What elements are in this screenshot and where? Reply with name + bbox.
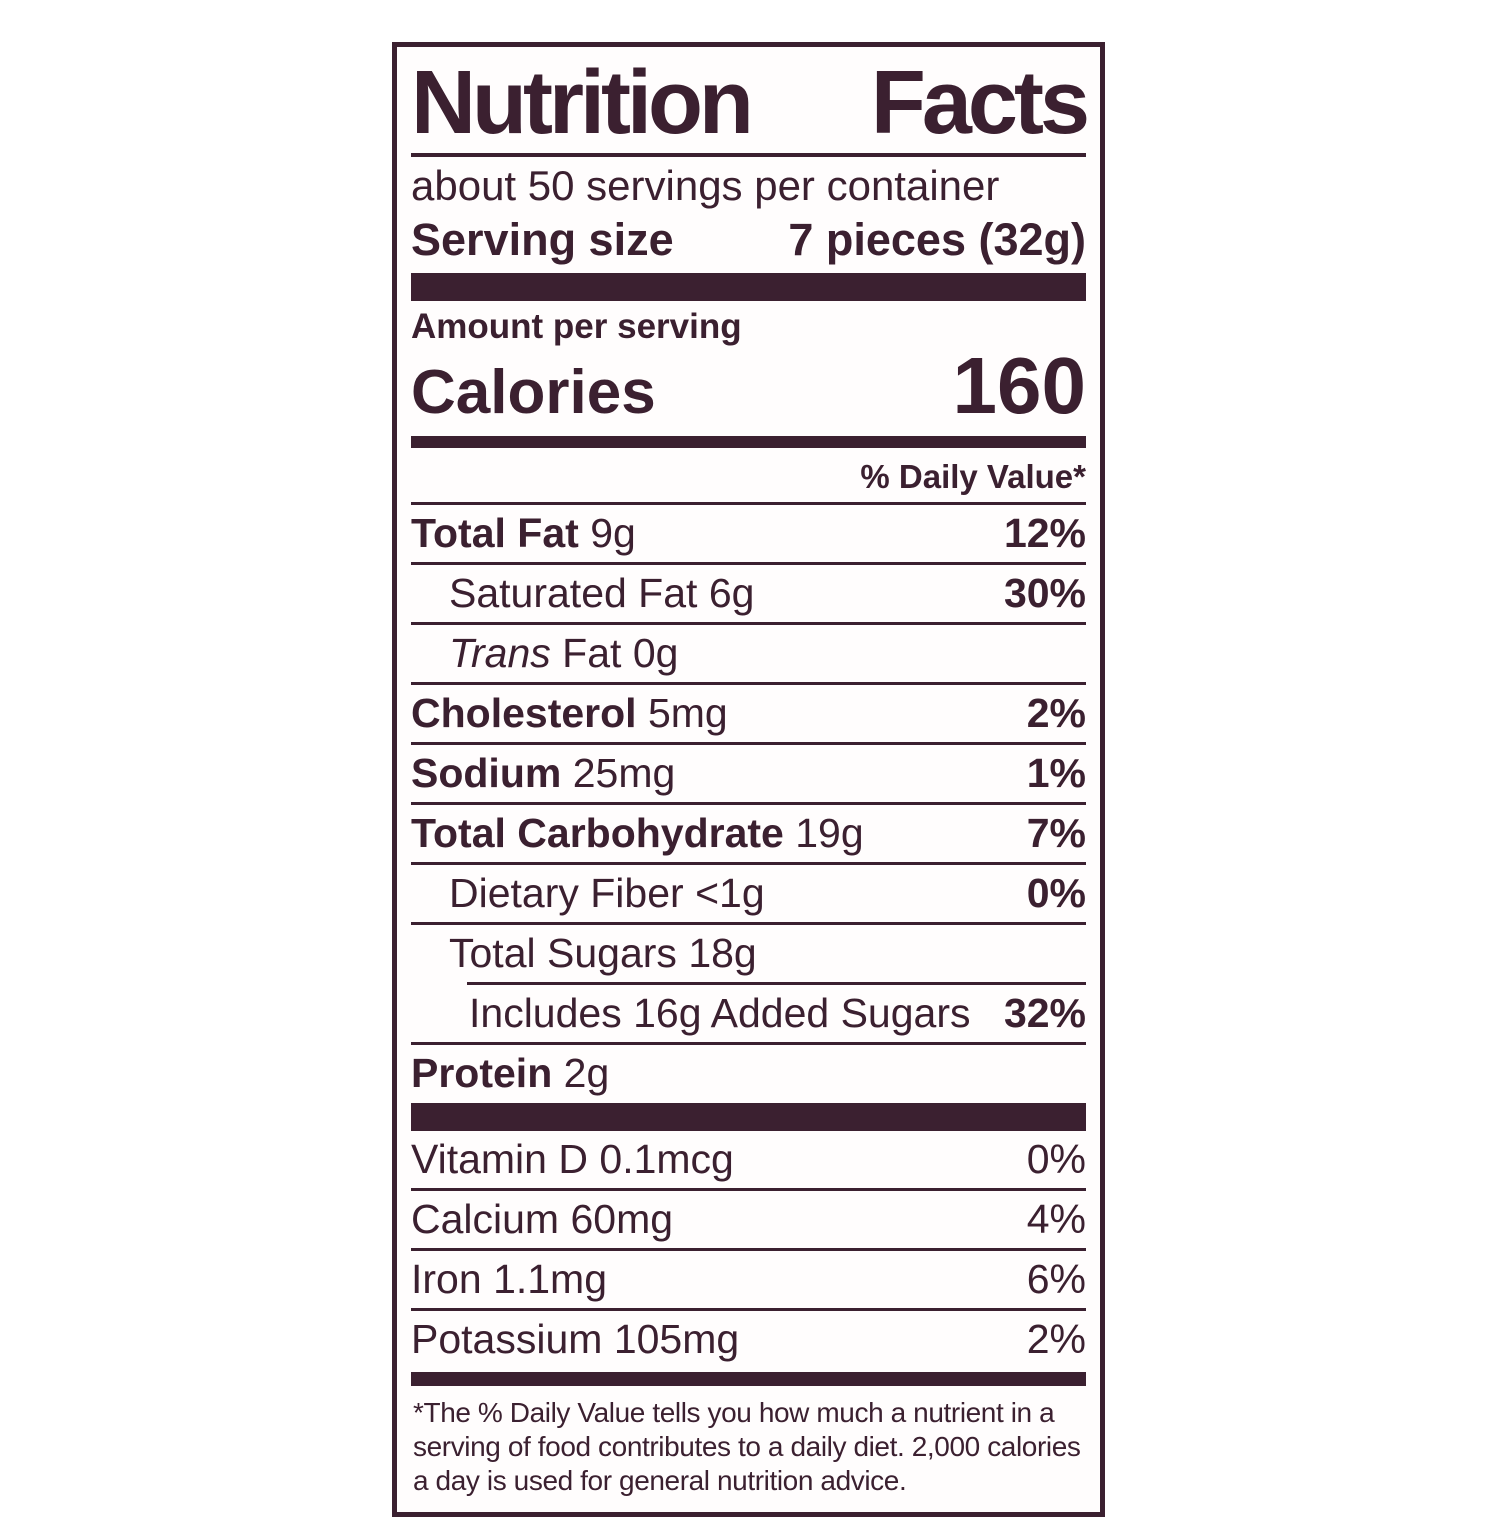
nutrient-name: Dietary Fiber [449, 870, 684, 917]
nutrient-dv: 2% [1026, 689, 1086, 736]
nutrient-name: Fat [562, 629, 622, 676]
daily-value-header: % Daily Value* [860, 457, 1086, 495]
divider-indented [467, 982, 1086, 986]
nutrient-dv: 30% [1003, 569, 1086, 616]
nutrient-name: Calcium [411, 1195, 560, 1242]
nutrition-facts-label: Nutrition Facts about 50 servings per co… [392, 42, 1105, 1517]
nutrient-name: Total Sugars [449, 930, 677, 977]
nutrient-name: Potassium [411, 1315, 603, 1362]
divider [411, 621, 1086, 625]
divider [411, 802, 1086, 806]
nutrient-name-italic: Trans [449, 629, 551, 676]
nutrient-row-total-carbohydrate: Total Carbohydrate 19g 7% [411, 805, 1086, 862]
calories-separator [411, 435, 1086, 448]
daily-value-footnote: *The % Daily Value tells you how much a … [413, 1396, 1081, 1497]
nutrient-row-dietary-fiber: Dietary Fiber <1g 0% [411, 865, 1086, 922]
serving-size-row: Serving size 7 pieces (32g) [411, 211, 1086, 273]
nutrient-dv: 32% [1003, 990, 1086, 1037]
nutrient-amount: 0.1mcg [599, 1135, 734, 1182]
footer-separator [411, 1371, 1086, 1386]
nutrient-dv: 0% [1026, 870, 1086, 917]
nutrient-amount: 60mg [570, 1195, 674, 1242]
nutrient-amount: 25mg [572, 750, 676, 796]
nutrient-amount: 6g [708, 569, 755, 616]
servings-per-container: about 50 servings per container [411, 162, 1000, 210]
nutrient-name: Total Carbohydrate [411, 810, 784, 857]
divider [411, 1187, 1086, 1191]
divider [411, 1247, 1086, 1251]
nutrient-name: Sodium [411, 750, 562, 796]
nutrient-name: Saturated Fat [449, 569, 698, 616]
nutrient-name: Iron [411, 1255, 482, 1302]
nutrient-row-trans-fat: Trans Fat 0g [411, 625, 1086, 682]
micronutrient-row-calcium: Calcium 60mg 4% [411, 1191, 1086, 1248]
amount-per-serving-label: Amount per serving [411, 306, 742, 346]
divider [411, 1042, 1086, 1046]
nutrient-dv: 12% [1003, 509, 1086, 556]
nutrient-row-cholesterol: Cholesterol 5mg 2% [411, 685, 1086, 742]
calories-label: Calories [411, 357, 656, 427]
nutrient-row-total-fat: Total Fat 9g 12% [411, 505, 1086, 562]
nutrient-dv: 2% [1026, 1315, 1086, 1362]
micronutrient-row-vitamin-d: Vitamin D 0.1mcg 0% [411, 1131, 1086, 1188]
nutrient-name: Protein [411, 1050, 553, 1097]
nutrient-dv: 0% [1026, 1135, 1086, 1182]
divider [411, 742, 1086, 745]
nutrient-amount: 105mg [613, 1315, 740, 1362]
nutrient-name: Total Fat [411, 509, 579, 556]
nutrient-name: Cholesterol [411, 689, 637, 736]
divider [411, 1307, 1086, 1311]
divider [411, 922, 1086, 926]
calories-row: Calories 160 [411, 340, 1086, 434]
nutrient-dv: 4% [1026, 1195, 1086, 1242]
nutrient-dv: 6% [1026, 1255, 1086, 1302]
nutrient-dv: 1% [1026, 750, 1086, 796]
nutrient-name: Includes 16g Added Sugars [469, 990, 971, 1037]
serving-size-label: Serving size [411, 214, 674, 266]
divider [411, 681, 1086, 685]
serving-size-value: 7 pieces (32g) [788, 214, 1086, 266]
nutrient-row-protein: Protein 2g [411, 1045, 1086, 1102]
nutrient-amount: 0g [632, 629, 679, 676]
thick-separator-bottom [411, 1102, 1086, 1131]
nutrient-amount: 18g [688, 930, 757, 977]
nutrient-amount: 5mg [647, 689, 728, 736]
nutrient-row-total-sugars: Total Sugars 18g [411, 925, 1086, 982]
nutrient-row-sodium: Sodium 25mg 1% [411, 745, 1086, 802]
divider [411, 561, 1086, 565]
nutrient-name: Vitamin D [411, 1135, 588, 1182]
nutrient-row-added-sugars: Includes 16g Added Sugars 32% [411, 985, 1086, 1042]
nutrient-amount: 1.1mg [493, 1255, 608, 1302]
nutrient-amount: 2g [563, 1050, 610, 1097]
divider [411, 862, 1086, 866]
micronutrient-row-potassium: Potassium 105mg 2% [411, 1311, 1086, 1368]
nutrient-amount: <1g [695, 870, 765, 917]
calories-value: 160 [952, 340, 1086, 430]
nutrient-dv: 7% [1026, 810, 1086, 857]
label-title: Nutrition Facts [411, 57, 1090, 158]
micronutrient-row-iron: Iron 1.1mg 6% [411, 1251, 1086, 1308]
nutrient-amount: 19g [795, 810, 864, 857]
divider [411, 501, 1086, 505]
thick-separator-top [411, 272, 1086, 301]
nutrient-row-saturated-fat: Saturated Fat 6g 30% [411, 565, 1086, 622]
nutrient-amount: 9g [590, 509, 636, 556]
